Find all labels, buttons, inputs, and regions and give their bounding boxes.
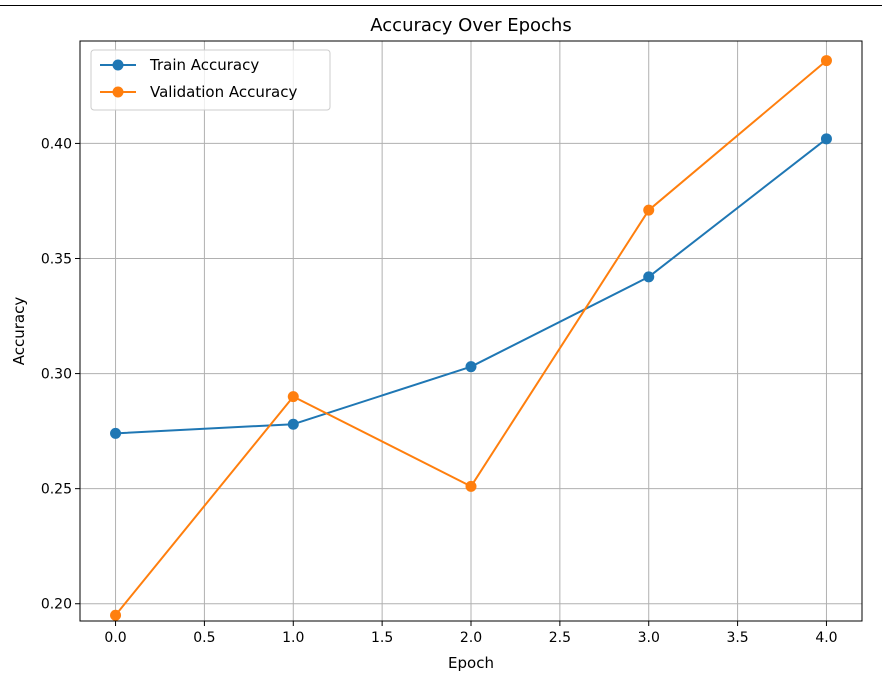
data-point-validation: [643, 204, 655, 216]
chart-title: Accuracy Over Epochs: [370, 15, 571, 36]
y-tick-label: 0.20: [41, 597, 72, 613]
data-point-validation: [287, 391, 299, 403]
data-point-train: [287, 418, 299, 430]
x-tick-label: 3.5: [726, 630, 748, 646]
data-point-train: [643, 271, 655, 283]
legend: Train Accuracy Validation Accuracy: [90, 49, 331, 111]
x-tick-label: 3.0: [638, 630, 660, 646]
legend-marker: [112, 59, 124, 71]
y-tick-label: 0.40: [41, 136, 72, 152]
y-axis-label: Accuracy: [10, 297, 28, 366]
x-tick-label: 1.0: [282, 630, 304, 646]
grid-lines: [80, 41, 862, 621]
data-point-train: [820, 133, 832, 145]
data-point-validation: [110, 609, 122, 621]
y-tick-label: 0.25: [41, 482, 72, 498]
data-point-train: [110, 427, 122, 439]
top-border-line: [0, 5, 882, 6]
data-point-train: [465, 361, 477, 373]
legend-label: Train Accuracy: [149, 56, 259, 74]
data-point-validation: [820, 55, 832, 67]
x-tick-label: 1.5: [371, 630, 393, 646]
legend-marker: [112, 86, 124, 98]
legend-box: [90, 49, 331, 111]
x-tick-label: 2.0: [460, 630, 482, 646]
legend-label: Validation Accuracy: [150, 83, 297, 101]
x-tick-label: 0.0: [104, 630, 126, 646]
x-tick-label: 4.0: [815, 630, 837, 646]
x-tick-label: 2.5: [549, 630, 571, 646]
y-tick-label: 0.35: [41, 252, 72, 268]
series-layer: [110, 55, 832, 621]
axis-ticks: 0.0 0.5 1.0 1.5 2.0 2.5 3.0 3.5 4.0 0.20 0.25 0.30 0…: [41, 136, 838, 646]
x-axis-label: Epoch: [448, 654, 494, 672]
legend-items: Train Accuracy Validation Accuracy: [100, 56, 297, 101]
x-tick-label: 0.5: [193, 630, 215, 646]
y-tick-label: 0.30: [41, 367, 72, 383]
data-point-validation: [465, 480, 477, 492]
